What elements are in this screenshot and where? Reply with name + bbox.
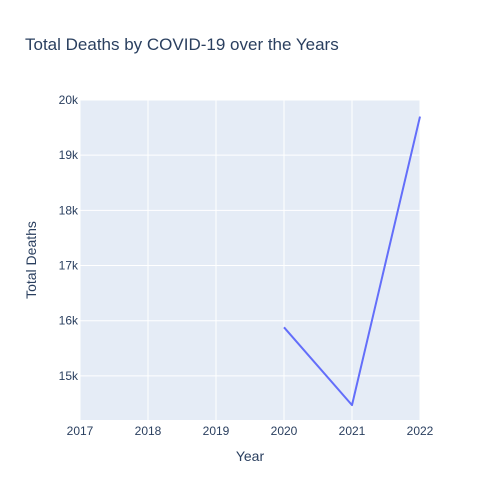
x-tick-label: 2020	[271, 424, 298, 438]
series-line	[283, 116, 421, 407]
series-group	[283, 116, 421, 407]
y-tick-labels: 15k 16k 17k 18k 19k 20k	[59, 93, 79, 383]
x-tick-labels: 2017 2018 2019 2020 2021 2022	[67, 424, 434, 438]
y-axis-title: Total Deaths	[23, 221, 39, 299]
y-tick-label: 18k	[59, 203, 79, 217]
y-tick-label: 19k	[59, 148, 79, 162]
y-gridlines	[80, 99, 420, 377]
plot-area	[80, 100, 420, 420]
x-tick-label: 2018	[135, 424, 162, 438]
y-tick-label: 16k	[59, 314, 79, 328]
y-tick-label: 20k	[59, 93, 79, 107]
y-tick-label: 15k	[59, 369, 79, 383]
x-tick-label: 2019	[203, 424, 230, 438]
x-gridlines	[79, 100, 421, 420]
x-tick-label: 2021	[339, 424, 366, 438]
x-tick-label: 2017	[67, 424, 94, 438]
x-axis-title: Year	[236, 448, 265, 464]
chart-title: Total Deaths by COVID-19 over the Years	[25, 35, 339, 54]
x-tick-label: 2022	[407, 424, 434, 438]
y-tick-label: 17k	[59, 259, 79, 273]
